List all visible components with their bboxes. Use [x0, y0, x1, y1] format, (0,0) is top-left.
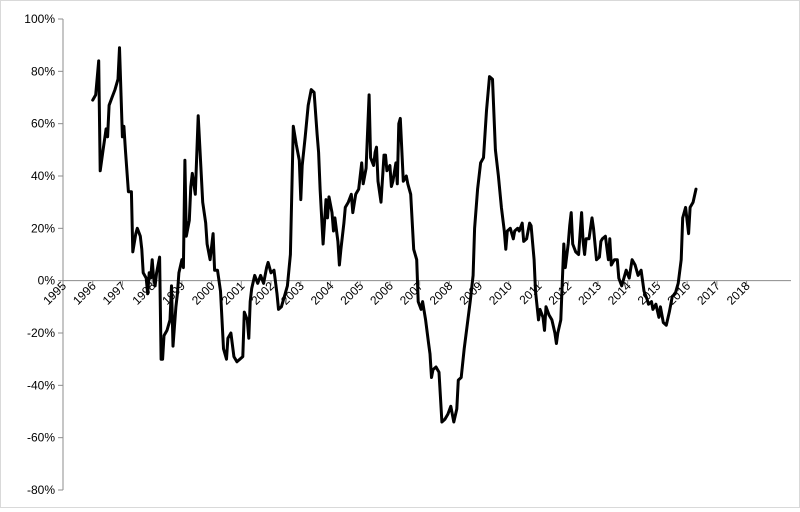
x-tick-label: 2008 [427, 279, 456, 308]
x-tick-label: 2017 [694, 279, 723, 308]
y-tick-label: -20% [27, 326, 55, 340]
x-tick-label: 2010 [486, 279, 515, 308]
x-tick-label: 2005 [338, 279, 367, 308]
x-tick-label: 2004 [308, 279, 337, 308]
x-tick-label: 2006 [367, 279, 396, 308]
x-tick-label: 1996 [70, 279, 99, 308]
x-tick-label: 2001 [219, 279, 248, 308]
y-tick-label: 20% [31, 221, 55, 235]
y-tick-label: 100% [24, 12, 55, 26]
x-tick-label: 2013 [575, 279, 604, 308]
y-tick-label: 40% [31, 169, 55, 183]
y-tick-label: -80% [27, 483, 55, 497]
y-tick-label: 0% [38, 274, 56, 288]
y-tick-label: -40% [27, 378, 55, 392]
x-tick-label: 2000 [189, 279, 218, 308]
x-tick-label: 1999 [159, 279, 188, 308]
plot-area [91, 46, 698, 424]
y-tick-label: 60% [31, 117, 55, 131]
x-tick-label: 2018 [724, 279, 753, 308]
y-axis-ticks: 100% 80% 60% 40% 20% 0% -20% -40% -60% -80% [24, 12, 63, 497]
y-tick-label: -60% [27, 431, 55, 445]
x-tick-label: 2011 [516, 279, 544, 307]
series-line [91, 46, 698, 424]
x-tick-label: 1997 [100, 279, 129, 308]
y-tick-label: 80% [31, 64, 55, 78]
